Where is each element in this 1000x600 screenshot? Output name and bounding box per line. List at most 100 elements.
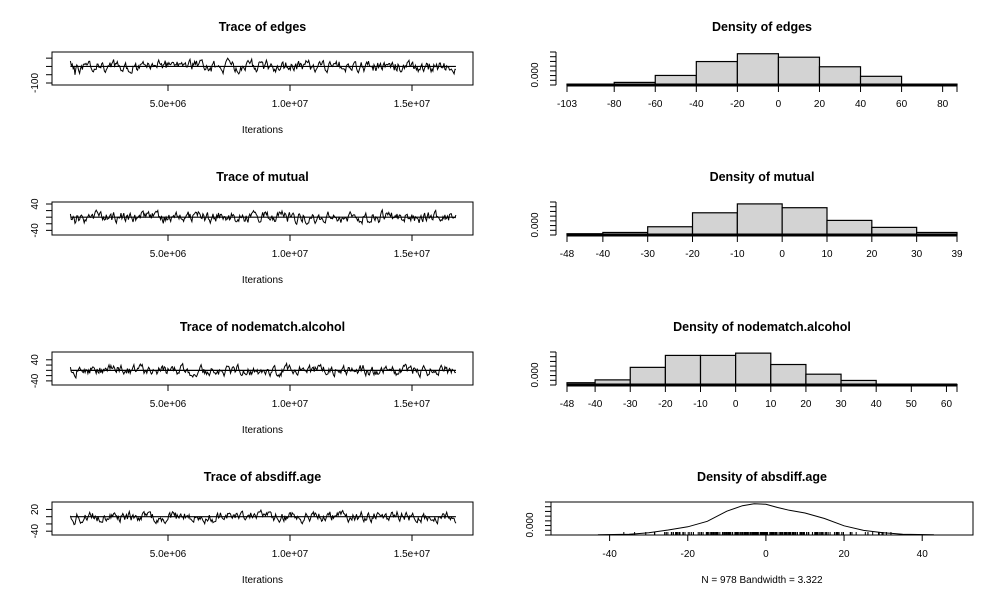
x-tick-label: 60 <box>896 99 908 110</box>
x-tick-label: 1.5e+07 <box>394 99 431 110</box>
y-tick-label: 0.000 <box>530 362 541 387</box>
chart-title: Trace of absdiff.age <box>204 470 321 484</box>
y-tick-label: 0.000 <box>530 62 541 87</box>
trace-panel-2: Trace of nodematch.alcohol 5.0e+06 1.0e+07… <box>30 320 474 436</box>
density-panel-3: Density of absdiff.age -40 -20 0 20 40 N = 978… <box>525 470 974 586</box>
x-tick-label: 1.5e+07 <box>394 249 431 260</box>
x-tick-label: 20 <box>800 399 812 410</box>
trace-panel-0: Trace of edges 5.0e+06 1.0e+07 1.5e+07 -100 I… <box>30 20 474 136</box>
x-tick-label: -48 <box>560 399 575 410</box>
y-tick-label: -40 <box>30 373 41 388</box>
x-tick-label: -60 <box>648 99 663 110</box>
x-tick-label: -40 <box>602 549 617 560</box>
x-tick-label: -10 <box>693 399 708 410</box>
chart-title: Density of nodematch.alcohol <box>673 320 851 334</box>
histogram-bar <box>818 66 862 86</box>
x-tick-label: -10 <box>730 249 745 260</box>
density-curve <box>597 503 934 536</box>
chart-title: Trace of edges <box>219 20 307 34</box>
x-tick-label: -103 <box>557 99 577 110</box>
trace-series-line <box>69 208 457 226</box>
x-tick-label: 40 <box>871 399 883 410</box>
histogram-bar <box>805 373 842 386</box>
chart-title: Trace of nodematch.alcohol <box>180 320 345 334</box>
plot-frame <box>51 501 474 536</box>
y-tick-label: 0.000 <box>525 512 536 537</box>
trace-panel-3: Trace of absdiff.age 5.0e+06 1.0e+07 1.5e+0… <box>30 470 474 586</box>
histogram-bar <box>736 203 783 236</box>
x-tick-label: -80 <box>607 99 622 110</box>
histogram-bar <box>777 56 821 86</box>
x-tick-label: 5.0e+06 <box>150 99 187 110</box>
x-tick-label: -20 <box>730 99 745 110</box>
chart-title: Density of absdiff.age <box>697 470 827 484</box>
plot-frame <box>51 351 474 386</box>
x-tick-label: 5.0e+06 <box>150 249 187 260</box>
x-tick-label: 1.0e+07 <box>272 549 309 560</box>
histogram-bar <box>691 212 738 236</box>
histogram-bar <box>770 363 807 386</box>
x-tick-label: 0 <box>776 99 782 110</box>
x-tick-label: 30 <box>835 399 847 410</box>
x-tick-label: 60 <box>941 399 953 410</box>
histogram-bar <box>736 53 780 86</box>
x-tick-label: -20 <box>685 249 700 260</box>
x-tick-label: -40 <box>596 249 611 260</box>
x-tick-label: 1.5e+07 <box>394 399 431 410</box>
x-tick-label: 1.0e+07 <box>272 399 309 410</box>
histogram-bar <box>695 60 738 86</box>
y-tick-label: 0.000 <box>530 212 541 237</box>
x-tick-label: -30 <box>640 249 655 260</box>
x-tick-label: 30 <box>911 249 923 260</box>
x-tick-label: 40 <box>917 549 929 560</box>
x-axis-label: Iterations <box>242 275 283 286</box>
y-tick-label: 20 <box>30 503 41 515</box>
histogram-bar <box>781 207 828 236</box>
x-tick-label: -48 <box>560 249 575 260</box>
x-tick-label: 10 <box>821 249 833 260</box>
y-tick-label: 40 <box>30 354 41 366</box>
x-tick-label: 50 <box>906 399 918 410</box>
histogram-bar <box>699 354 737 386</box>
x-tick-label: -30 <box>623 399 638 410</box>
chart-title: Density of edges <box>712 20 812 34</box>
histogram-bar <box>735 352 772 386</box>
trace-panel-1: Trace of mutual 5.0e+06 1.0e+07 1.5e+07 -40 4… <box>30 170 474 286</box>
density-panel-1: Density of mutual -48 -40 -30 -20 -10 0 10 20 30 3… <box>530 170 963 260</box>
x-tick-label: -40 <box>689 99 704 110</box>
y-tick-label: 40 <box>30 198 41 210</box>
density-panel-0: Density of edges -103 -80 -60 -40 -20 0 20 40 60 8… <box>530 20 958 110</box>
x-tick-label: 20 <box>838 549 850 560</box>
x-axis-label: Iterations <box>242 125 283 136</box>
x-tick-label: -40 <box>588 399 603 410</box>
plot-frame <box>51 201 474 236</box>
chart-title: Density of mutual <box>710 170 815 184</box>
x-tick-label: 10 <box>765 399 777 410</box>
trace-series-line <box>69 57 456 76</box>
chart-title: Trace of mutual <box>216 170 308 184</box>
x-tick-label: 20 <box>814 99 826 110</box>
trace-series-line <box>69 361 457 380</box>
x-tick-label: -20 <box>681 549 696 560</box>
plot-frame <box>550 501 974 536</box>
x-tick-label: -20 <box>658 399 673 410</box>
plot-frame <box>51 51 474 86</box>
x-tick-label: 1.0e+07 <box>272 99 309 110</box>
y-tick-label: -40 <box>30 223 41 238</box>
x-axis-label: Iterations <box>242 575 283 586</box>
trace-series-line <box>69 508 457 526</box>
x-tick-label: 0 <box>779 249 785 260</box>
x-tick-label: 20 <box>866 249 878 260</box>
x-tick-label: 5.0e+06 <box>150 399 187 410</box>
x-tick-label: 39 <box>951 249 963 260</box>
histogram-bar <box>826 219 873 236</box>
x-tick-label: 1.0e+07 <box>272 249 309 260</box>
x-axis-label: N = 978 Bandwidth = 3.322 <box>701 575 823 586</box>
x-tick-label: 0 <box>763 549 769 560</box>
x-tick-label: 1.5e+07 <box>394 549 431 560</box>
density-panel-2: Density of nodematch.alcohol -48 -40 -30 -20… <box>530 320 958 410</box>
x-tick-label: 0 <box>733 399 739 410</box>
y-tick-label: -40 <box>30 524 41 539</box>
x-axis-label: Iterations <box>242 425 283 436</box>
